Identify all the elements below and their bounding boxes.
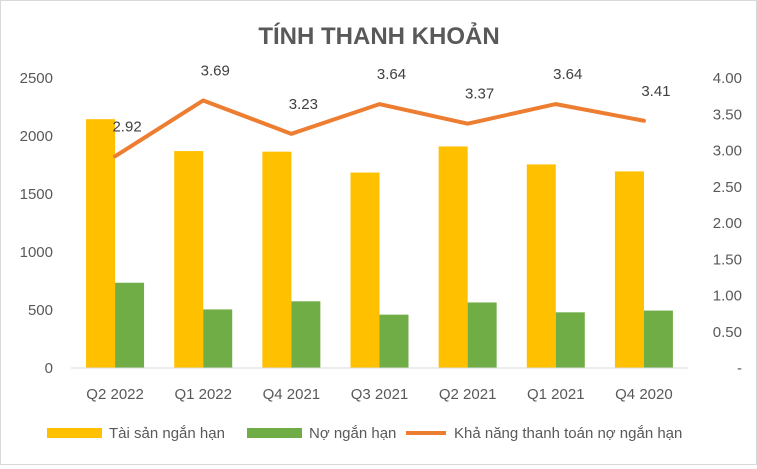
left-axis-tick-label: 1500 bbox=[20, 186, 53, 203]
x-axis-tick-label: Q4 2020 bbox=[615, 386, 673, 403]
bars-group bbox=[86, 119, 673, 368]
left-axis: 0 500 1000 1500 2000 2500 bbox=[20, 70, 53, 377]
line-kha-nang-thanh-toan bbox=[115, 100, 644, 156]
left-axis-tick-label: 0 bbox=[45, 360, 53, 377]
bar-tai-san-ngan-han bbox=[351, 173, 380, 368]
right-axis-tick-label: 1.00 bbox=[713, 288, 742, 305]
line-data-label: 3.41 bbox=[641, 83, 670, 100]
bar-no-ngan-han bbox=[291, 301, 320, 368]
line-data-label: 3.64 bbox=[377, 66, 406, 83]
left-axis-tick-label: 500 bbox=[28, 302, 53, 319]
line-data-label: 3.23 bbox=[289, 96, 318, 113]
bar-tai-san-ngan-han bbox=[439, 146, 468, 368]
legend-item: Tài sản ngắn hạn bbox=[47, 425, 225, 442]
x-axis-tick-label: Q2 2021 bbox=[439, 386, 497, 403]
bar-tai-san-ngan-han bbox=[615, 171, 644, 368]
line-data-label: 2.92 bbox=[112, 118, 141, 135]
bar-no-ngan-han bbox=[115, 283, 144, 368]
bar-tai-san-ngan-han bbox=[174, 151, 203, 368]
right-axis-tick-label: 2.00 bbox=[713, 215, 742, 232]
x-axis-tick-label: Q1 2022 bbox=[174, 386, 232, 403]
right-axis-tick-label: 3.00 bbox=[713, 143, 742, 160]
legend-label: Khả năng thanh toán nợ ngắn hạn bbox=[454, 425, 682, 442]
left-axis-tick-label: 1000 bbox=[20, 244, 53, 261]
line-data-label: 3.64 bbox=[553, 66, 582, 83]
chart-title: TÍNH THANH KHOẢN bbox=[258, 21, 499, 50]
x-axis-tick-label: Q4 2021 bbox=[263, 386, 321, 403]
left-axis-tick-label: 2500 bbox=[20, 70, 53, 87]
x-axis-tick-label: Q3 2021 bbox=[351, 386, 409, 403]
line-data-label: 3.37 bbox=[465, 86, 494, 103]
line-series-group: 2.92 3.69 3.23 3.64 3.37 3.64 3.41 bbox=[112, 62, 670, 156]
right-axis-tick-label: 1.50 bbox=[713, 251, 742, 268]
legend-swatch bbox=[247, 428, 302, 438]
bar-no-ngan-han bbox=[468, 302, 497, 368]
legend-item: Nợ ngắn hạn bbox=[247, 425, 396, 442]
bar-tai-san-ngan-han bbox=[262, 152, 291, 368]
bar-tai-san-ngan-han bbox=[527, 164, 556, 368]
right-axis-tick-label: 3.50 bbox=[713, 106, 742, 123]
legend: Tài sản ngắn hạn Nợ ngắn hạn Khả năng than… bbox=[47, 425, 682, 442]
legend-label: Tài sản ngắn hạn bbox=[109, 425, 225, 442]
bar-no-ngan-han bbox=[556, 312, 585, 368]
right-axis-tick-label: 4.00 bbox=[713, 70, 742, 87]
right-axis: - 0.50 1.00 1.50 2.00 2.50 3.00 3.50 4.00 bbox=[713, 70, 742, 377]
right-axis-tick-label: 2.50 bbox=[713, 179, 742, 196]
line-data-label: 3.69 bbox=[201, 62, 230, 79]
legend-swatch bbox=[47, 428, 102, 438]
bar-no-ngan-han bbox=[380, 315, 409, 368]
bar-tai-san-ngan-han bbox=[86, 119, 115, 368]
bar-no-ngan-han bbox=[203, 309, 232, 368]
left-axis-tick-label: 2000 bbox=[20, 128, 53, 145]
legend-item: Khả năng thanh toán nợ ngắn hạn bbox=[406, 425, 682, 442]
legend-label: Nợ ngắn hạn bbox=[309, 425, 396, 442]
x-axis-tick-label: Q1 2021 bbox=[527, 386, 585, 403]
x-axis-tick-label: Q2 2022 bbox=[86, 386, 144, 403]
right-axis-tick-label: 0.50 bbox=[713, 324, 742, 341]
right-axis-tick-label: - bbox=[737, 360, 742, 377]
x-axis-labels: Q2 2022 Q1 2022 Q4 2021 Q3 2021 Q2 2021 Q1 20… bbox=[86, 386, 672, 403]
bar-no-ngan-han bbox=[644, 311, 673, 368]
